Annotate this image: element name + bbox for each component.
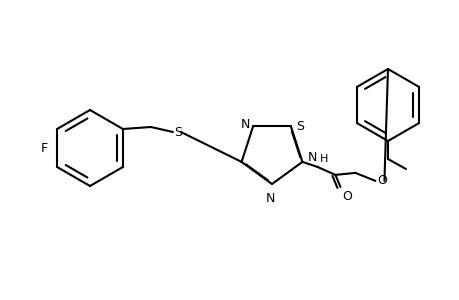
Text: O: O	[377, 174, 386, 188]
Text: S: S	[174, 125, 181, 139]
Text: H: H	[319, 154, 327, 164]
Text: N: N	[241, 118, 250, 130]
Text: O: O	[341, 190, 352, 203]
Text: F: F	[40, 142, 47, 154]
Text: S: S	[295, 120, 303, 133]
Text: N: N	[265, 192, 274, 205]
Text: N: N	[308, 151, 317, 164]
